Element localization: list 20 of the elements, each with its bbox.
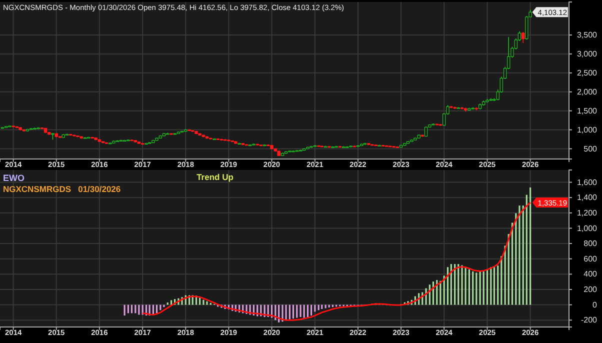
chart-title: EWO — [3, 173, 24, 183]
y-tick-label: 1,000 — [576, 224, 598, 233]
y-tick-label: -200 — [580, 316, 598, 325]
y-tick-label: 3,500 — [576, 30, 598, 40]
y-tick-label: 1,400 — [576, 193, 598, 202]
y-tick-label: 0 — [592, 300, 598, 310]
y-tick-label: 2,500 — [576, 68, 598, 78]
text: NGXCNSMRGDS 01/30/2026 — [3, 184, 121, 194]
y-tick-label: 1,500 — [576, 106, 598, 116]
y-tick-label: 500 — [584, 144, 598, 154]
y-tick-label: 1,000 — [576, 125, 598, 134]
y-tick-label: 800 — [584, 239, 598, 248]
y-tick-label: 200 — [584, 285, 598, 294]
y-tick-label: 600 — [584, 254, 598, 264]
y-tick-label: 1,200 — [576, 208, 598, 218]
y-tick-label: 1,600 — [576, 178, 598, 187]
annotation: Trend Up — [196, 172, 234, 182]
y-tick-label: 400 — [584, 270, 598, 279]
y-tick-label: 2,000 — [576, 87, 598, 96]
y-tick-label: 3,000 — [576, 50, 598, 59]
